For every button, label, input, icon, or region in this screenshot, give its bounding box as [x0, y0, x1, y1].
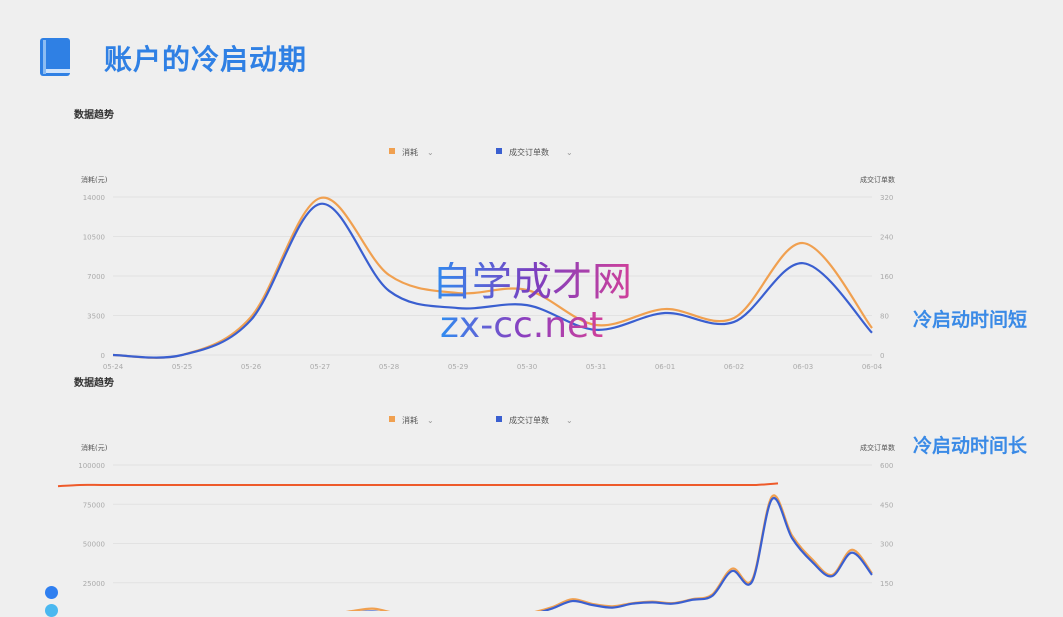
- legend-item: 消耗: [402, 415, 418, 425]
- series-line-reference: [57, 482, 779, 488]
- y-tick-right: 320: [880, 194, 893, 202]
- y-tick-right: 300: [880, 541, 893, 549]
- y-tick-left: 7000: [87, 273, 105, 281]
- y-tick-left: 3500: [87, 313, 105, 321]
- x-tick: 05-27: [310, 363, 330, 371]
- y-tick-left: 0: [101, 352, 105, 360]
- y-tick-right: 240: [880, 234, 893, 242]
- legend-item: 成交订单数: [509, 147, 549, 157]
- y-tick-right: 0: [880, 352, 884, 360]
- chevron-down-icon: ⌄: [427, 148, 434, 157]
- chevron-down-icon: ⌄: [566, 148, 573, 157]
- x-tick: 05-30: [517, 363, 537, 371]
- legend-swatch: [496, 416, 502, 422]
- y-tick-left: 75000: [83, 501, 105, 509]
- x-tick: 05-25: [172, 363, 192, 371]
- legend-swatch: [389, 148, 395, 154]
- y-axis-label-left: 消耗(元): [81, 443, 108, 452]
- legend-item: 消耗: [402, 147, 418, 157]
- y-tick-left: 25000: [83, 580, 105, 588]
- x-tick: 06-03: [793, 363, 813, 371]
- label-short-cold-start: 冷启动时间短: [913, 309, 1028, 331]
- y-tick-left: 10500: [83, 234, 105, 242]
- x-tick: 06-02: [724, 363, 744, 371]
- y-tick-left: 14000: [83, 194, 105, 202]
- legend-swatch: [496, 148, 502, 154]
- y-tick-right: 160: [880, 273, 893, 281]
- chart-title: 数据趋势: [74, 376, 114, 389]
- y-axis-label-right: 成交订单数: [860, 443, 895, 452]
- chevron-down-icon: ⌄: [566, 416, 573, 425]
- y-tick-left: 50000: [83, 541, 105, 549]
- x-tick: 05-24: [103, 363, 124, 371]
- x-tick: 06-04: [862, 363, 883, 371]
- page-title: 账户的冷启动期: [104, 43, 308, 76]
- chart-title: 数据趋势: [74, 108, 114, 121]
- x-tick: 05-31: [586, 363, 606, 371]
- y-tick-left: 100000: [78, 462, 105, 470]
- x-tick: 05-26: [241, 363, 262, 371]
- series-line-成交订单数: [359, 497, 873, 611]
- x-tick: 05-28: [379, 363, 399, 371]
- book-icon: [40, 38, 70, 76]
- chevron-down-icon: ⌄: [427, 416, 434, 425]
- series-line-消耗: [112, 196, 873, 359]
- y-axis-label-left: 消耗(元): [81, 175, 108, 184]
- label-long-cold-start: 冷启动时间长: [913, 435, 1028, 457]
- legend-swatch: [389, 416, 395, 422]
- nav-dot[interactable]: [45, 586, 58, 599]
- y-tick-right: 600: [880, 462, 893, 470]
- legend-item: 成交订单数: [509, 415, 549, 425]
- x-tick: 05-29: [448, 363, 468, 371]
- watermark-url: zx-cc.net: [440, 305, 604, 346]
- series-line-成交订单数: [112, 202, 873, 359]
- watermark: 自学成才网: [432, 259, 632, 305]
- y-tick-right: 80: [880, 313, 889, 321]
- y-axis-label-right: 成交订单数: [860, 175, 895, 184]
- x-tick: 06-01: [655, 363, 675, 371]
- y-tick-right: 450: [880, 501, 893, 509]
- series-line-消耗: [345, 494, 873, 611]
- y-tick-right: 150: [880, 580, 893, 588]
